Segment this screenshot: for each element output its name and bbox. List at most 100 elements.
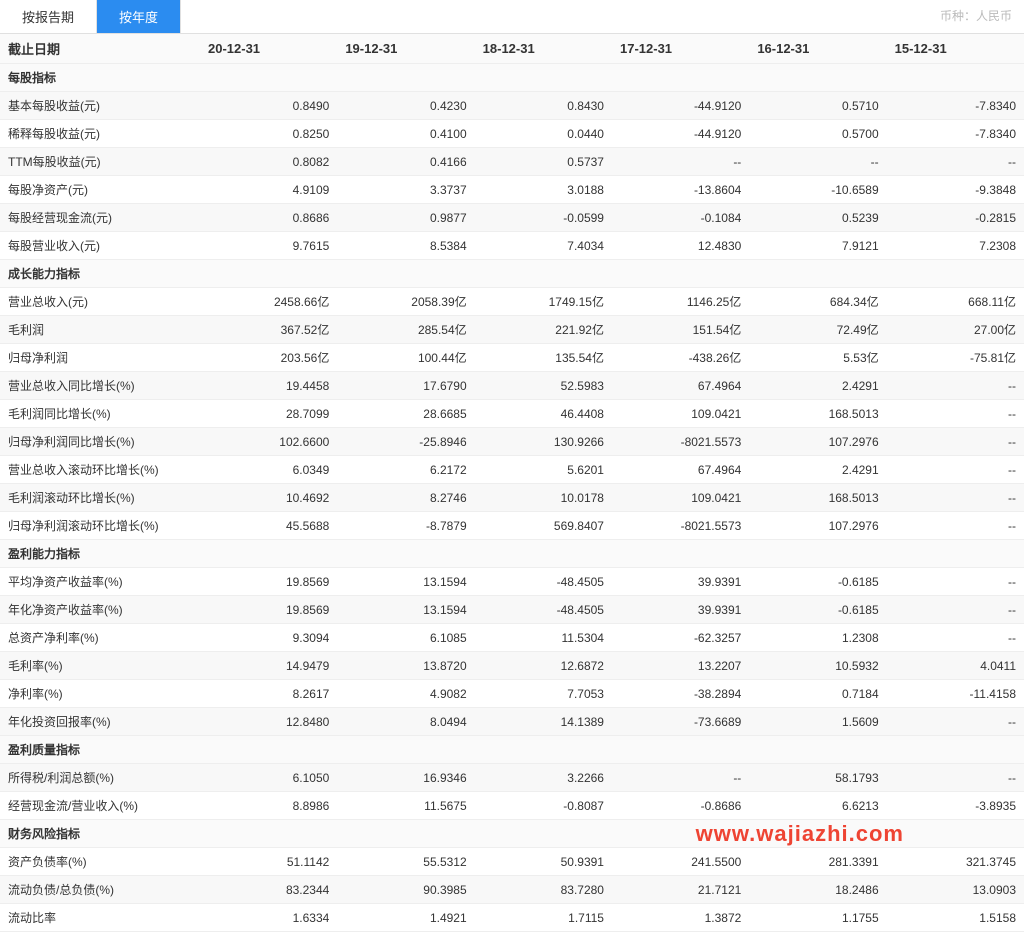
cell-value: 83.7280 <box>475 876 612 904</box>
section-title: 盈利能力指标 <box>0 540 1024 568</box>
table-row: 总资产净利率(%)9.30946.108511.5304-62.32571.23… <box>0 624 1024 652</box>
table-row: 资产负债率(%)51.114255.531250.9391241.5500281… <box>0 848 1024 876</box>
cell-value: -44.9120 <box>612 120 749 148</box>
cell-value: -3.8935 <box>887 792 1024 820</box>
cell-value: 203.56亿 <box>200 344 337 372</box>
cell-value: 2.4291 <box>749 372 886 400</box>
cell-value: 19.8569 <box>200 596 337 624</box>
cell-value: -7.8340 <box>887 92 1024 120</box>
col-date-4: 16-12-31 <box>749 34 886 64</box>
cell-value: 0.9877 <box>337 204 474 232</box>
cell-value: -9.3848 <box>887 176 1024 204</box>
cell-value: 19.8569 <box>200 568 337 596</box>
cell-value: -38.2894 <box>612 680 749 708</box>
cell-value: 168.5013 <box>749 400 886 428</box>
row-label: 基本每股收益(元) <box>0 92 200 120</box>
cell-value: 67.4964 <box>612 372 749 400</box>
cell-value: 45.5688 <box>200 512 337 540</box>
cell-value: -- <box>612 148 749 176</box>
cell-value: -- <box>887 484 1024 512</box>
table-row: 年化投资回报率(%)12.84808.049414.1389-73.66891.… <box>0 708 1024 736</box>
cell-value: -10.6589 <box>749 176 886 204</box>
table-row: 归母净利润203.56亿100.44亿135.54亿-438.26亿5.53亿-… <box>0 344 1024 372</box>
cell-value: 12.8480 <box>200 708 337 736</box>
cell-value: -44.9120 <box>612 92 749 120</box>
cell-value: -- <box>887 596 1024 624</box>
cell-value: 3.2266 <box>475 764 612 792</box>
cell-value: 285.54亿 <box>337 316 474 344</box>
cell-value: 0.8686 <box>200 204 337 232</box>
section-header: 每股指标 <box>0 64 1024 92</box>
table-row: 每股净资产(元)4.91093.37373.0188-13.8604-10.65… <box>0 176 1024 204</box>
cell-value: -62.3257 <box>612 624 749 652</box>
cell-value: 0.7184 <box>749 680 886 708</box>
table-row: 经营现金流/营业收入(%)8.898611.5675-0.8087-0.8686… <box>0 792 1024 820</box>
row-label: 毛利润滚动环比增长(%) <box>0 484 200 512</box>
tab-by-report[interactable]: 按报告期 <box>0 0 97 33</box>
cell-value: 0.5737 <box>475 148 612 176</box>
cell-value: 8.0494 <box>337 708 474 736</box>
cell-value: -0.8686 <box>612 792 749 820</box>
row-label: 归母净利润 <box>0 344 200 372</box>
cell-value: 5.6201 <box>475 456 612 484</box>
cell-value: 6.2172 <box>337 456 474 484</box>
row-label: 流动负债/总负债(%) <box>0 876 200 904</box>
table-row: 毛利润滚动环比增长(%)10.46928.274610.0178109.0421… <box>0 484 1024 512</box>
cell-value: -8021.5573 <box>612 428 749 456</box>
table-row: 平均净资产收益率(%)19.856913.1594-48.450539.9391… <box>0 568 1024 596</box>
cell-value: 100.44亿 <box>337 344 474 372</box>
cell-value: -438.26亿 <box>612 344 749 372</box>
cell-value: 13.8720 <box>337 652 474 680</box>
section-header: 盈利能力指标 <box>0 540 1024 568</box>
cell-value: 2058.39亿 <box>337 288 474 316</box>
cell-value: 1.7115 <box>475 904 612 932</box>
col-date-3: 17-12-31 <box>612 34 749 64</box>
cell-value: 151.54亿 <box>612 316 749 344</box>
cell-value: 46.4408 <box>475 400 612 428</box>
cell-value: 4.9082 <box>337 680 474 708</box>
cell-value: 7.7053 <box>475 680 612 708</box>
cell-value: 569.8407 <box>475 512 612 540</box>
row-label: 年化净资产收益率(%) <box>0 596 200 624</box>
cell-value: -- <box>887 568 1024 596</box>
table-row: 营业总收入滚动环比增长(%)6.03496.21725.620167.49642… <box>0 456 1024 484</box>
cell-value: -- <box>612 764 749 792</box>
cell-value: 83.2344 <box>200 876 337 904</box>
cell-value: 8.5384 <box>337 232 474 260</box>
cell-value: -13.8604 <box>612 176 749 204</box>
row-label: 每股营业收入(元) <box>0 232 200 260</box>
cell-value: 2.4291 <box>749 456 886 484</box>
cell-value: 12.6872 <box>475 652 612 680</box>
cell-value: 16.9346 <box>337 764 474 792</box>
cell-value: -- <box>887 148 1024 176</box>
cell-value: 0.8430 <box>475 92 612 120</box>
cell-value: 0.0440 <box>475 120 612 148</box>
cell-value: 5.53亿 <box>749 344 886 372</box>
cell-value: 13.1594 <box>337 568 474 596</box>
cell-value: 9.7615 <box>200 232 337 260</box>
table-row: 毛利润同比增长(%)28.709928.668546.4408109.04211… <box>0 400 1024 428</box>
col-date-2: 18-12-31 <box>475 34 612 64</box>
cell-value: 28.7099 <box>200 400 337 428</box>
row-label: 毛利率(%) <box>0 652 200 680</box>
cell-value: 109.0421 <box>612 400 749 428</box>
cell-value: 367.52亿 <box>200 316 337 344</box>
cell-value: -- <box>749 148 886 176</box>
cell-value: 130.9266 <box>475 428 612 456</box>
cell-value: 21.7121 <box>612 876 749 904</box>
cell-value: 10.5932 <box>749 652 886 680</box>
row-label: 营业总收入滚动环比增长(%) <box>0 456 200 484</box>
table-row: 毛利润367.52亿285.54亿221.92亿151.54亿72.49亿27.… <box>0 316 1024 344</box>
cell-value: 14.1389 <box>475 708 612 736</box>
cell-value: 52.5983 <box>475 372 612 400</box>
section-title: 盈利质量指标 <box>0 736 1024 764</box>
row-label: 所得税/利润总额(%) <box>0 764 200 792</box>
cell-value: 3.3737 <box>337 176 474 204</box>
tab-by-year[interactable]: 按年度 <box>97 0 181 33</box>
currency-note: 币种：人民币 <box>928 0 1024 33</box>
row-label: 毛利润同比增长(%) <box>0 400 200 428</box>
cell-value: -- <box>887 512 1024 540</box>
cell-value: -- <box>887 456 1024 484</box>
cell-value: -0.8087 <box>475 792 612 820</box>
cell-value: -0.6185 <box>749 568 886 596</box>
